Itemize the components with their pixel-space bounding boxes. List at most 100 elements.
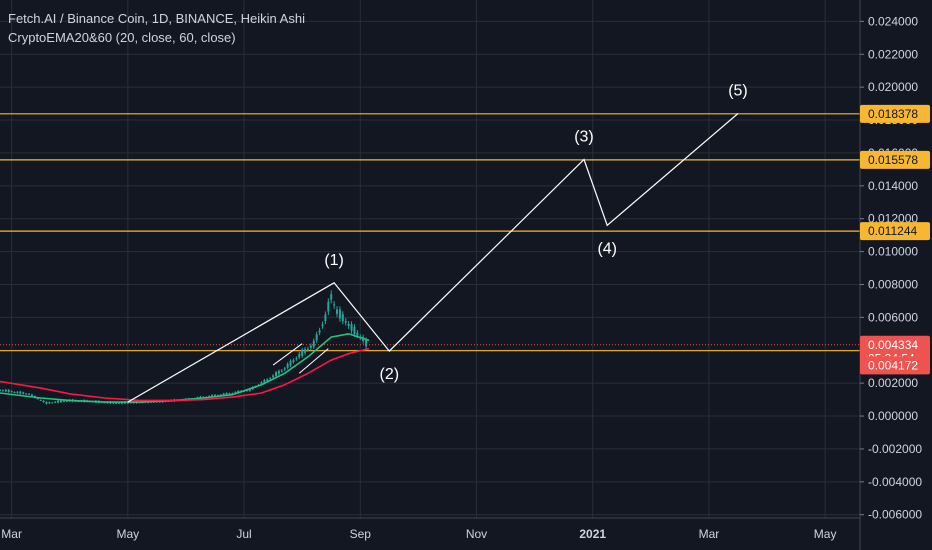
candle-body <box>231 393 234 395</box>
candle-body <box>42 400 45 403</box>
candle-body <box>289 360 292 366</box>
candle-body <box>7 389 10 393</box>
price-info-badge-label: 0.004172 <box>868 358 918 372</box>
y-tick-label: 0.006000 <box>868 310 918 324</box>
candle-body <box>298 353 301 358</box>
level-badge-label: 0.015578 <box>868 153 918 167</box>
grid <box>0 0 860 518</box>
current-price-badge-label: 0.004334 <box>868 338 918 352</box>
wave-label: (2) <box>380 366 400 383</box>
candle-body <box>347 323 350 327</box>
symbol-title: Fetch.AI / Binance Coin, 1D, BINANCE, He… <box>8 11 305 26</box>
candle-body <box>304 349 307 353</box>
candle-body <box>280 370 283 372</box>
candle-body <box>65 400 68 402</box>
candle-body <box>60 400 63 403</box>
candle-body <box>54 401 57 403</box>
candle-body <box>353 327 356 335</box>
candle-body <box>126 402 129 404</box>
y-tick-label: 0.014000 <box>868 179 918 193</box>
candle-body <box>22 392 25 394</box>
candle-body <box>51 402 54 404</box>
candle-body <box>266 379 269 381</box>
candle-body <box>25 393 28 395</box>
elliott-wave: (1) (2) (3) (4) (5) <box>127 82 748 403</box>
candle-body <box>330 294 333 300</box>
candle-body <box>30 394 33 397</box>
candle-body <box>260 382 263 385</box>
ema-slow-line <box>0 347 370 402</box>
chart-legend: Fetch.AI / Binance Coin, 1D, BINANCE, He… <box>8 9 305 47</box>
ema-fast-line <box>0 332 370 403</box>
x-tick-label: Mar <box>699 527 720 541</box>
candle-body <box>234 391 237 394</box>
candle-body <box>263 379 266 384</box>
y-tick-label: 0.020000 <box>868 80 918 94</box>
y-tick-label: 0.000000 <box>868 409 918 423</box>
candle-body <box>245 390 248 392</box>
candle-body <box>315 334 318 341</box>
candle-body <box>48 402 51 404</box>
x-tick-label: Sep <box>350 527 372 541</box>
candle-body <box>341 314 344 322</box>
indicator-title: CryptoEMA20&60 (20, close, 60, close) <box>8 30 236 45</box>
y-tick-label: -0.002000 <box>868 442 922 456</box>
candle-body <box>283 368 286 370</box>
candle-body <box>272 375 275 378</box>
candle-body <box>28 393 31 395</box>
candle-body <box>129 402 132 404</box>
level-badge <box>860 222 930 241</box>
candle-body <box>269 378 272 380</box>
x-tick-label: May <box>117 527 140 541</box>
candle-body <box>286 363 289 368</box>
candle-body <box>327 301 330 312</box>
candle-body <box>318 330 321 333</box>
y-tick-label: 0.022000 <box>868 47 918 61</box>
candle-body <box>62 401 65 403</box>
horizontal-levels <box>0 113 860 352</box>
candle-body <box>228 393 231 395</box>
level-badge <box>860 104 930 123</box>
candle-body <box>321 324 324 326</box>
y-tick-label: -0.004000 <box>868 475 922 489</box>
candle-body <box>306 348 309 350</box>
candle-body <box>292 360 295 362</box>
candle-body <box>57 400 60 403</box>
candle-body <box>356 332 359 336</box>
candle-body <box>214 394 216 397</box>
candle-body <box>301 350 304 356</box>
y-tick-label: -0.006000 <box>868 508 922 522</box>
candle-body <box>219 394 222 396</box>
candle-body <box>208 395 211 397</box>
candle-body <box>248 388 251 391</box>
candle-body <box>16 391 19 393</box>
x-tick-label: Jul <box>236 527 251 541</box>
x-tick-label: Mar <box>1 527 22 541</box>
wave-label: (3) <box>574 129 594 146</box>
current-price-badge <box>860 335 930 354</box>
wave-label: (5) <box>728 82 748 99</box>
wave-path <box>127 113 739 403</box>
candle-body <box>45 401 48 404</box>
level-badge <box>860 150 930 169</box>
y-tick-label: 0.010000 <box>868 245 918 259</box>
wave-label: (4) <box>597 240 617 257</box>
price-info-badge <box>860 356 930 375</box>
ema-lines <box>0 332 370 403</box>
candle-body <box>336 309 339 314</box>
candle-body <box>10 391 13 393</box>
candle-body <box>295 358 298 360</box>
candle-body <box>350 324 353 331</box>
candle-body <box>19 391 22 394</box>
candle-body <box>324 314 327 322</box>
candle-body <box>0 389 1 391</box>
candle-body <box>167 400 170 402</box>
y-tick-label: 0.008000 <box>868 277 918 291</box>
trend-segment <box>298 348 329 374</box>
level-badge-label: 0.011244 <box>868 224 917 238</box>
x-tick-label: 2021 <box>579 527 606 541</box>
candle-body <box>36 398 39 400</box>
x-tick-label: Nov <box>466 527 487 541</box>
